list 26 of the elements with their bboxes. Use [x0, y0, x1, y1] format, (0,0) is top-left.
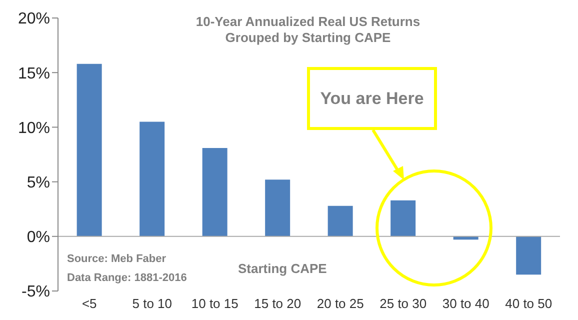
bar — [76, 64, 102, 236]
bar — [516, 236, 542, 275]
x-tick-label: <5 — [82, 296, 97, 312]
chart-title: 10-Year Annualized Real US Returns Grouped by Starting CAPE — [194, 14, 422, 46]
annotation: Source: Meb Faber — [67, 253, 166, 265]
y-tick-label: -5% — [22, 284, 50, 301]
bar — [390, 200, 416, 236]
y-tick-label: 15% — [18, 65, 50, 82]
x-tick-label: 5 to 10 — [132, 296, 172, 312]
annotation: You are Here — [307, 67, 437, 130]
y-tick-label: 0% — [26, 229, 50, 246]
x-tick-label: 25 to 30 — [380, 296, 427, 312]
x-tick-label: 10 to 15 — [191, 296, 238, 312]
x-tick-label: 30 to 40 — [442, 296, 490, 312]
y-tick-label: 5% — [26, 174, 50, 192]
x-axis-title: Starting CAPE — [238, 261, 327, 276]
y-tick-label: 20% — [18, 10, 50, 28]
annotation: Data Range: 1881-2016 — [67, 272, 187, 284]
x-tick-label: 15 to 20 — [254, 296, 302, 312]
bar — [328, 206, 353, 236]
bar — [140, 122, 165, 236]
x-tick-label: 40 to 50 — [505, 296, 552, 312]
y-tick-label: 10% — [18, 120, 50, 137]
x-tick-label: 20 to 25 — [316, 296, 364, 312]
bar — [265, 180, 290, 236]
bar — [202, 148, 228, 236]
